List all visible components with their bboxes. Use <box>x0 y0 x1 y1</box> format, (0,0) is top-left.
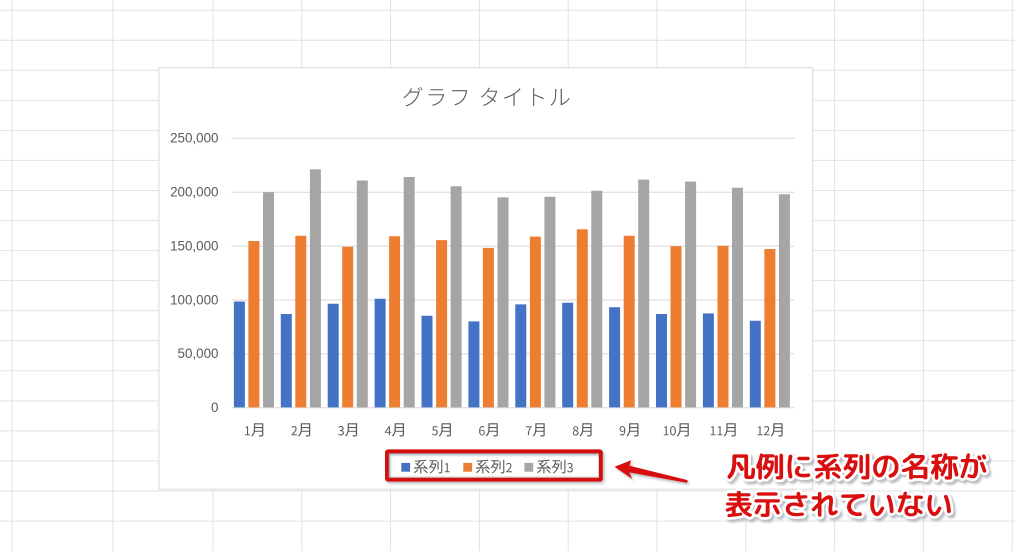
svg-text:0: 0 <box>211 400 218 415</box>
svg-text:200,000: 200,000 <box>170 185 218 200</box>
svg-text:150,000: 150,000 <box>170 238 218 253</box>
svg-text:250,000: 250,000 <box>170 131 218 146</box>
svg-text:50,000: 50,000 <box>178 346 219 361</box>
svg-text:100,000: 100,000 <box>170 292 218 307</box>
